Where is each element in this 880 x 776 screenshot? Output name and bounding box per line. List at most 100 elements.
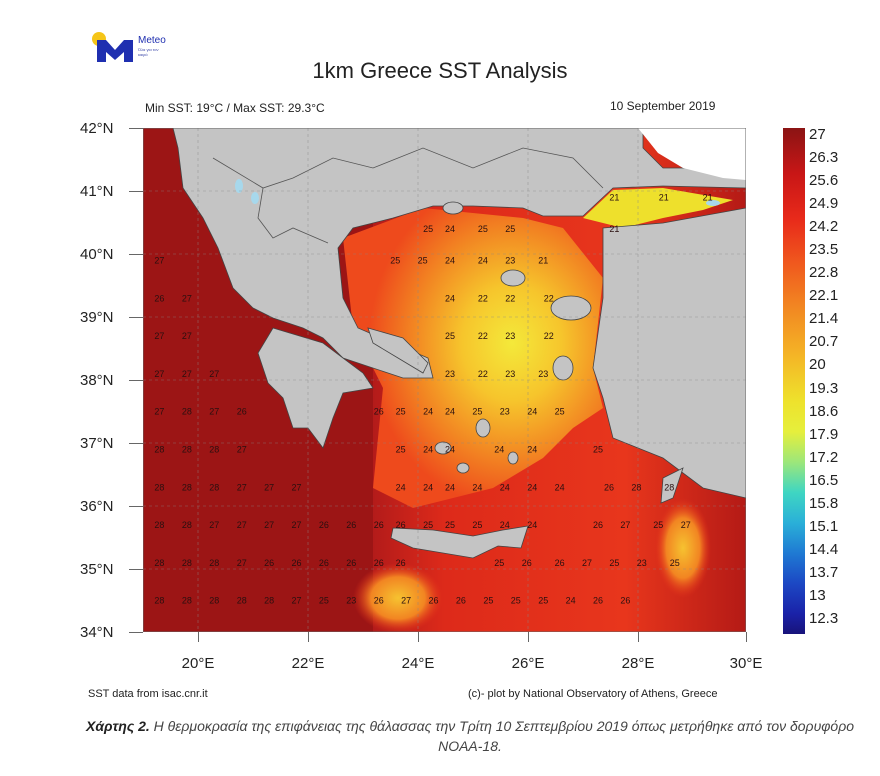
sst-value: 26 xyxy=(555,558,565,568)
sst-value: 25 xyxy=(538,596,548,606)
sst-value: 28 xyxy=(154,596,164,606)
sst-value: 22 xyxy=(505,293,515,303)
colorbar-label: 16.5 xyxy=(809,471,839,489)
sst-value: 25 xyxy=(472,520,482,530)
sst-value: 28 xyxy=(154,558,164,568)
sst-value: 27 xyxy=(401,596,411,606)
min-max-sst: Min SST: 19°C / Max SST: 29.3°C xyxy=(145,101,325,115)
sst-value: 22 xyxy=(478,369,488,379)
sst-value: 24 xyxy=(527,482,537,492)
sst-value: 25 xyxy=(555,407,565,417)
sst-value: 27 xyxy=(681,520,691,530)
sst-value: 26 xyxy=(593,520,603,530)
sst-value: 28 xyxy=(182,482,192,492)
sst-value: 26 xyxy=(593,596,603,606)
sst-value: 27 xyxy=(209,407,219,417)
sst-value: 26 xyxy=(237,407,247,417)
sst-value: 26 xyxy=(374,558,384,568)
sst-value: 27 xyxy=(209,520,219,530)
sst-value: 28 xyxy=(182,444,192,454)
colorbar-label: 24.2 xyxy=(809,218,839,236)
sst-value: 24 xyxy=(527,520,537,530)
sst-value: 25 xyxy=(445,520,455,530)
sst-value: 26 xyxy=(374,520,384,530)
sst-value: 23 xyxy=(538,369,548,379)
sst-value: 24 xyxy=(445,293,455,303)
lat-label-40: 40°N xyxy=(80,246,114,263)
sst-value: 23 xyxy=(505,331,515,341)
sst-value: 23 xyxy=(500,407,510,417)
sst-value: 26 xyxy=(428,596,438,606)
sst-value: 28 xyxy=(237,596,247,606)
sst-value: 25 xyxy=(418,255,428,265)
sst-value: 27 xyxy=(264,482,274,492)
y-tick xyxy=(129,569,143,570)
sst-value: 25 xyxy=(478,224,488,234)
sst-value: 25 xyxy=(505,224,515,234)
sst-value: 26 xyxy=(456,596,466,606)
sst-value: 28 xyxy=(182,558,192,568)
lon-label-24: 24°E xyxy=(401,655,435,672)
sst-value: 27 xyxy=(620,520,630,530)
sst-value: 25 xyxy=(472,407,482,417)
sst-value: 27 xyxy=(291,482,301,492)
sst-value: 25 xyxy=(670,558,680,568)
sst-value: 25 xyxy=(483,596,493,606)
sst-value: 21 xyxy=(609,192,619,202)
colorbar-label: 15.8 xyxy=(809,494,839,512)
y-tick xyxy=(129,632,143,633)
sst-value: 22 xyxy=(544,331,554,341)
sst-value: 26 xyxy=(264,558,274,568)
sst-value: 22 xyxy=(544,293,554,303)
colorbar-label: 17.2 xyxy=(809,448,839,466)
sst-value: 23 xyxy=(505,369,515,379)
sst-value: 28 xyxy=(182,520,192,530)
y-tick xyxy=(129,380,143,381)
y-tick xyxy=(129,128,143,129)
sst-value: 24 xyxy=(500,520,510,530)
sst-value: 27 xyxy=(291,596,301,606)
sst-value: 24 xyxy=(445,407,455,417)
sst-value: 26 xyxy=(319,558,329,568)
colorbar-label: 19.3 xyxy=(809,379,839,397)
sst-colorbar xyxy=(783,128,805,634)
sst-value: 27 xyxy=(237,482,247,492)
sst-value: 24 xyxy=(445,224,455,234)
x-tick xyxy=(638,632,639,642)
colorbar-label: 26.3 xyxy=(809,149,839,167)
x-tick xyxy=(528,632,529,642)
x-tick xyxy=(308,632,309,642)
sst-value: 26 xyxy=(154,293,164,303)
colorbar-label: 12.3 xyxy=(809,610,839,627)
y-tick xyxy=(129,443,143,444)
sst-value: 27 xyxy=(237,520,247,530)
sst-value: 24 xyxy=(472,482,482,492)
colorbar-label: 13.7 xyxy=(809,563,839,581)
sst-value: 26 xyxy=(346,558,356,568)
colorbar-label: 18.6 xyxy=(809,402,839,420)
sst-value: 25 xyxy=(445,331,455,341)
sst-value: 28 xyxy=(209,482,219,492)
y-tick xyxy=(129,191,143,192)
caption-label: Χάρτης 2. xyxy=(85,718,150,734)
sst-value: 25 xyxy=(423,520,433,530)
map-title: 1km Greece SST Analysis xyxy=(312,58,568,83)
sst-value: 27 xyxy=(154,331,164,341)
sst-value: 21 xyxy=(703,192,713,202)
sst-value: 26 xyxy=(396,558,406,568)
sst-value: 23 xyxy=(346,596,356,606)
sst-value: 24 xyxy=(423,482,433,492)
sst-value: 28 xyxy=(264,596,274,606)
lat-label-35: 35°N xyxy=(80,561,114,578)
sst-value: 24 xyxy=(445,482,455,492)
sst-value: 24 xyxy=(445,444,455,454)
sst-value: 28 xyxy=(182,596,192,606)
sst-value: 25 xyxy=(609,558,619,568)
colorbar-label: 22.8 xyxy=(809,264,839,282)
lat-label-39: 39°N xyxy=(80,309,114,326)
lat-label-38: 38°N xyxy=(80,372,114,389)
sst-value: 27 xyxy=(209,369,219,379)
sst-value: 27 xyxy=(237,558,247,568)
sst-map: 21 21 21 21 25 24 25 25 27 25 25 24 24 23 21 26 27 24 22 22… xyxy=(143,128,746,632)
sst-value: 26 xyxy=(319,520,329,530)
